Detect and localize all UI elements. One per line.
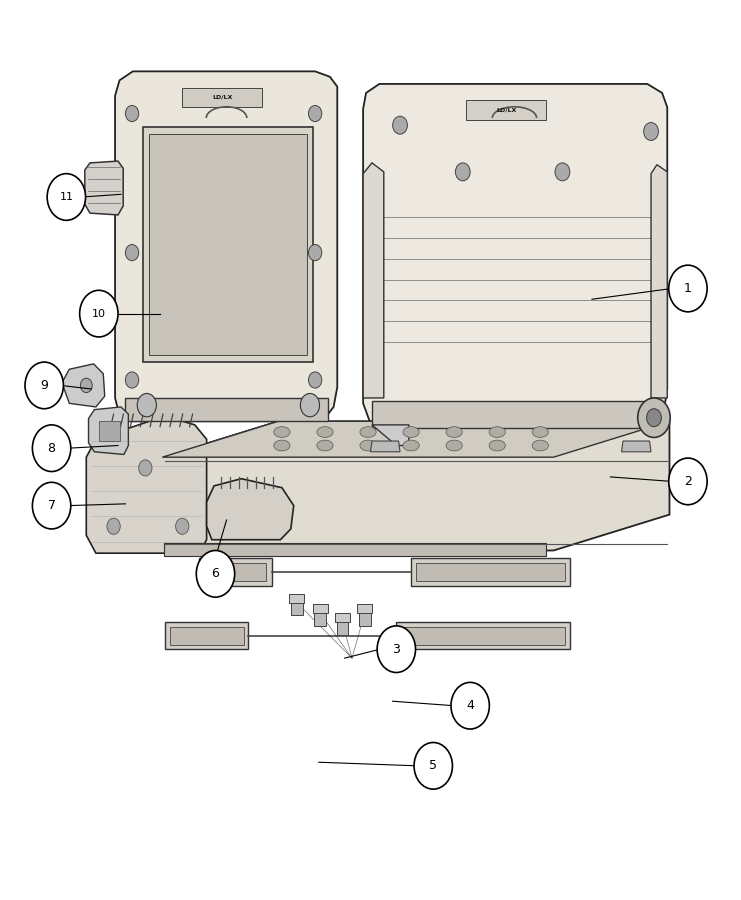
Text: 7: 7 [47,500,56,512]
Circle shape [176,518,189,535]
Text: 4: 4 [466,699,474,712]
Ellipse shape [317,440,333,451]
Polygon shape [372,425,409,446]
Circle shape [33,482,71,529]
Circle shape [638,398,670,437]
Text: 1: 1 [684,282,692,295]
Polygon shape [115,71,337,421]
Ellipse shape [360,427,376,437]
Bar [416,563,565,581]
Circle shape [137,393,156,417]
Bar [199,558,272,587]
Circle shape [80,378,92,392]
Ellipse shape [403,440,419,451]
Polygon shape [357,604,372,613]
Circle shape [456,163,470,181]
Ellipse shape [273,427,290,437]
Circle shape [47,174,85,220]
Circle shape [668,458,707,505]
Polygon shape [359,609,370,626]
Circle shape [644,122,659,140]
Polygon shape [84,161,123,215]
Polygon shape [162,421,669,457]
Circle shape [647,409,662,427]
Circle shape [25,362,64,409]
Circle shape [377,626,416,672]
Bar [99,421,119,441]
Text: 11: 11 [59,192,73,202]
Bar [182,87,262,107]
Polygon shape [651,165,667,398]
Circle shape [33,425,71,472]
Circle shape [414,742,453,789]
Bar [164,544,546,556]
Polygon shape [335,613,350,622]
Bar [143,127,313,362]
Polygon shape [622,441,651,452]
Bar [372,400,653,428]
Text: 9: 9 [40,379,48,392]
Text: 5: 5 [429,760,437,772]
Circle shape [125,372,139,388]
Circle shape [451,682,489,729]
Polygon shape [336,618,348,634]
Circle shape [308,372,322,388]
Bar [170,626,244,644]
Polygon shape [370,441,400,452]
Circle shape [308,245,322,261]
Circle shape [308,105,322,122]
Bar [396,622,570,649]
Circle shape [668,266,707,311]
Polygon shape [363,84,667,428]
Ellipse shape [273,440,290,451]
Bar [205,563,267,581]
Bar [401,626,565,644]
Polygon shape [313,604,328,613]
Bar [149,134,307,355]
Bar [411,558,570,587]
Ellipse shape [403,427,419,437]
Polygon shape [162,421,669,551]
Bar [124,398,328,421]
Circle shape [300,393,319,417]
Ellipse shape [446,440,462,451]
Circle shape [393,116,408,134]
Text: LD/LX: LD/LX [212,94,233,100]
Text: 3: 3 [393,643,400,656]
Ellipse shape [489,427,505,437]
Polygon shape [86,416,207,554]
Bar [165,622,248,649]
Ellipse shape [446,427,462,437]
Polygon shape [290,598,302,615]
Circle shape [555,163,570,181]
Ellipse shape [489,440,505,451]
Circle shape [79,291,118,337]
Ellipse shape [317,427,333,437]
Circle shape [139,460,152,476]
Polygon shape [363,163,384,398]
Text: 8: 8 [47,442,56,454]
Polygon shape [88,407,128,454]
Circle shape [196,551,235,597]
Ellipse shape [532,440,548,451]
Bar [467,100,546,120]
Polygon shape [314,609,326,626]
Text: LD/LX: LD/LX [496,107,516,112]
Text: 10: 10 [92,309,106,319]
Text: 2: 2 [684,475,692,488]
Circle shape [107,518,120,535]
Polygon shape [289,594,304,602]
Text: 6: 6 [211,567,219,580]
Ellipse shape [360,440,376,451]
Polygon shape [207,479,293,540]
Ellipse shape [532,427,548,437]
Circle shape [125,105,139,122]
Polygon shape [62,364,104,407]
Circle shape [125,245,139,261]
